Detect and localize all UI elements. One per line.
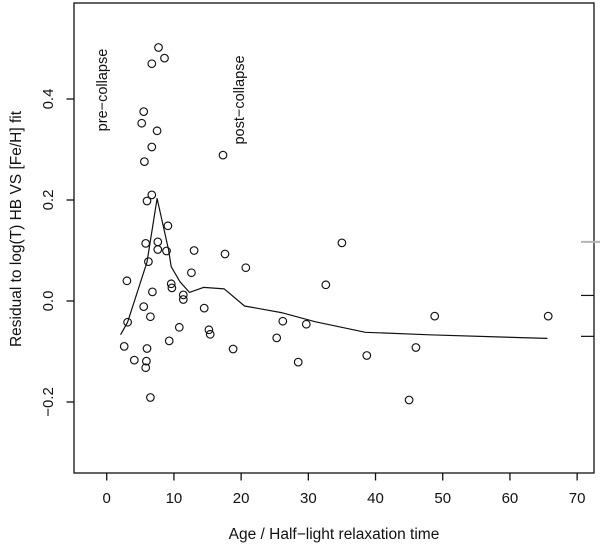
data-point — [204, 325, 214, 335]
data-point — [119, 342, 129, 351]
data-point — [147, 142, 157, 152]
data-point — [152, 126, 162, 136]
data-point — [122, 276, 132, 286]
y-tick-label: 0.0 — [40, 291, 57, 312]
data-point — [187, 268, 196, 278]
x-tick-label: 0 — [103, 490, 111, 507]
data-point — [174, 322, 184, 332]
data-point — [337, 238, 347, 248]
x-tick-label: 10 — [166, 490, 183, 507]
data-point — [164, 336, 174, 346]
data-point — [154, 43, 163, 52]
x-tick-label: 20 — [233, 490, 250, 507]
data-point — [362, 351, 372, 360]
data-point — [218, 150, 228, 160]
data-point — [272, 333, 282, 343]
y-tick-label: 0.2 — [40, 190, 57, 211]
data-point — [404, 395, 414, 405]
data-point — [147, 59, 157, 69]
data-point — [141, 363, 151, 373]
data-point — [146, 312, 155, 322]
data-point — [241, 263, 251, 273]
data-point — [129, 355, 139, 365]
data-point — [141, 239, 151, 248]
data-point — [139, 107, 149, 116]
data-point — [430, 311, 440, 321]
data-point — [167, 283, 177, 293]
data-point — [142, 344, 152, 353]
x-tick-label: 60 — [502, 490, 519, 507]
data-point — [321, 280, 331, 290]
data-point — [301, 319, 311, 329]
data-point — [148, 287, 157, 297]
x-tick-label: 50 — [434, 490, 451, 507]
data-point — [199, 303, 209, 313]
data-point — [139, 302, 149, 311]
data-point — [228, 344, 238, 354]
data-point — [140, 157, 149, 166]
data-point — [220, 249, 230, 259]
data-point — [189, 246, 199, 255]
x-tick-label: 70 — [569, 490, 586, 507]
data-point — [146, 393, 155, 402]
data-point — [160, 53, 169, 63]
data-point — [153, 237, 163, 247]
data-point — [205, 329, 215, 339]
lowess-curve — [120, 197, 548, 339]
plot-frame — [73, 2, 595, 474]
data-point — [178, 295, 188, 304]
data-point — [144, 257, 153, 266]
x-tick-label: 40 — [367, 490, 384, 507]
data-point — [123, 317, 132, 327]
y-tick-label: −0.2 — [40, 387, 57, 417]
data-point — [137, 118, 147, 128]
data-point — [142, 356, 151, 366]
data-point — [147, 190, 157, 200]
data-point — [163, 221, 173, 231]
data-point — [178, 290, 188, 300]
data-point — [162, 246, 171, 256]
data-point — [543, 311, 553, 321]
data-point — [293, 357, 303, 367]
y-tick-label: 0.4 — [40, 89, 57, 110]
data-point — [142, 196, 152, 206]
data-point — [411, 343, 421, 352]
data-point — [278, 316, 288, 326]
x-tick-label: 30 — [300, 490, 317, 507]
data-point — [153, 245, 163, 254]
data-point — [166, 279, 176, 289]
